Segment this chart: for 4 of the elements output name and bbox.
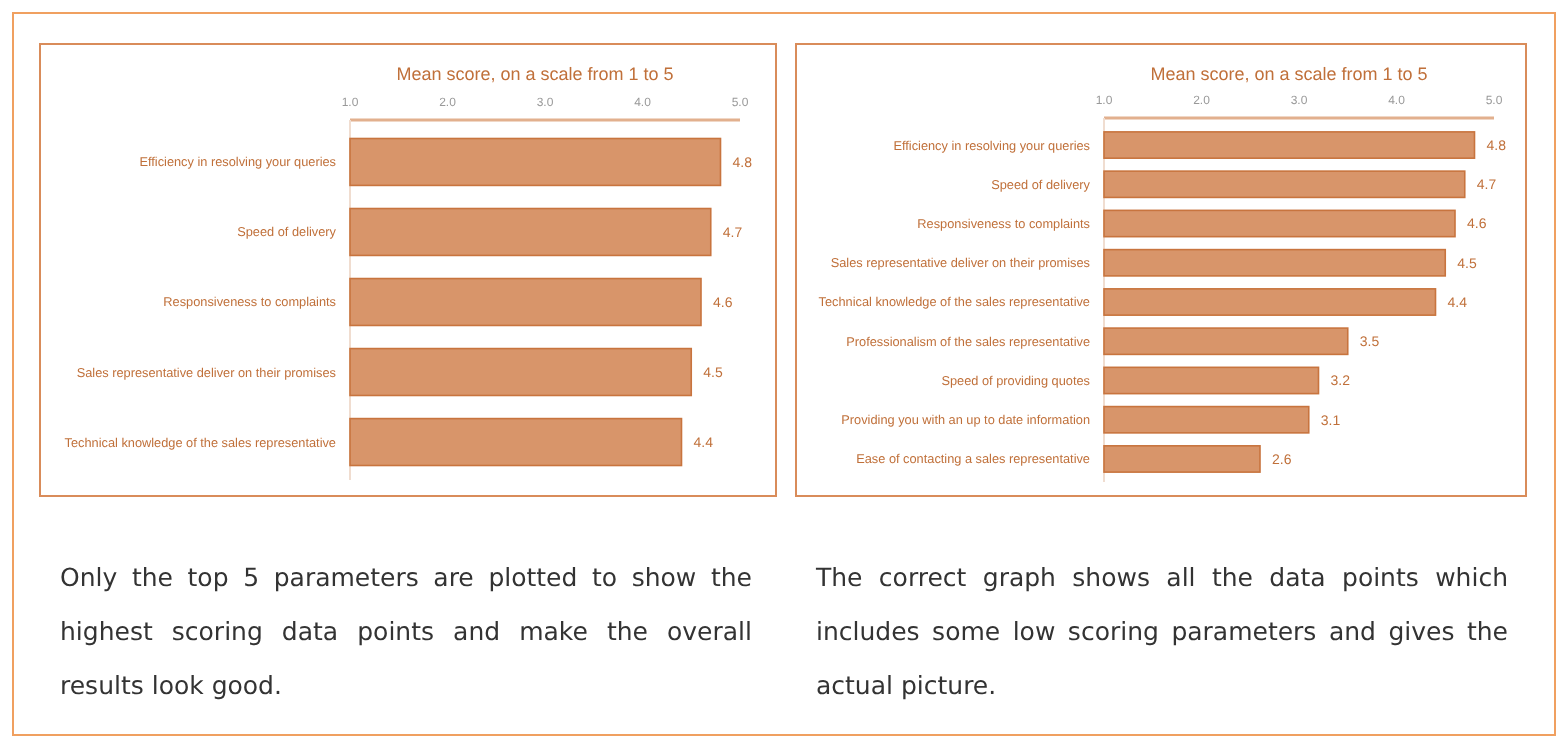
text: The correct graph shows all the data points which includes some low scoring parameters and gives the actual picture. bbox=[816, 560, 1508, 704]
chart-title: Mean score, on a scale from 1 to 5 bbox=[396, 64, 674, 84]
text: Only the top 5 parameters are plotted to show the highest scoring data points and make the overall results look good. bbox=[60, 560, 752, 704]
chart-title: Mean score, on a scale from 1 to 5 bbox=[1150, 64, 1428, 84]
